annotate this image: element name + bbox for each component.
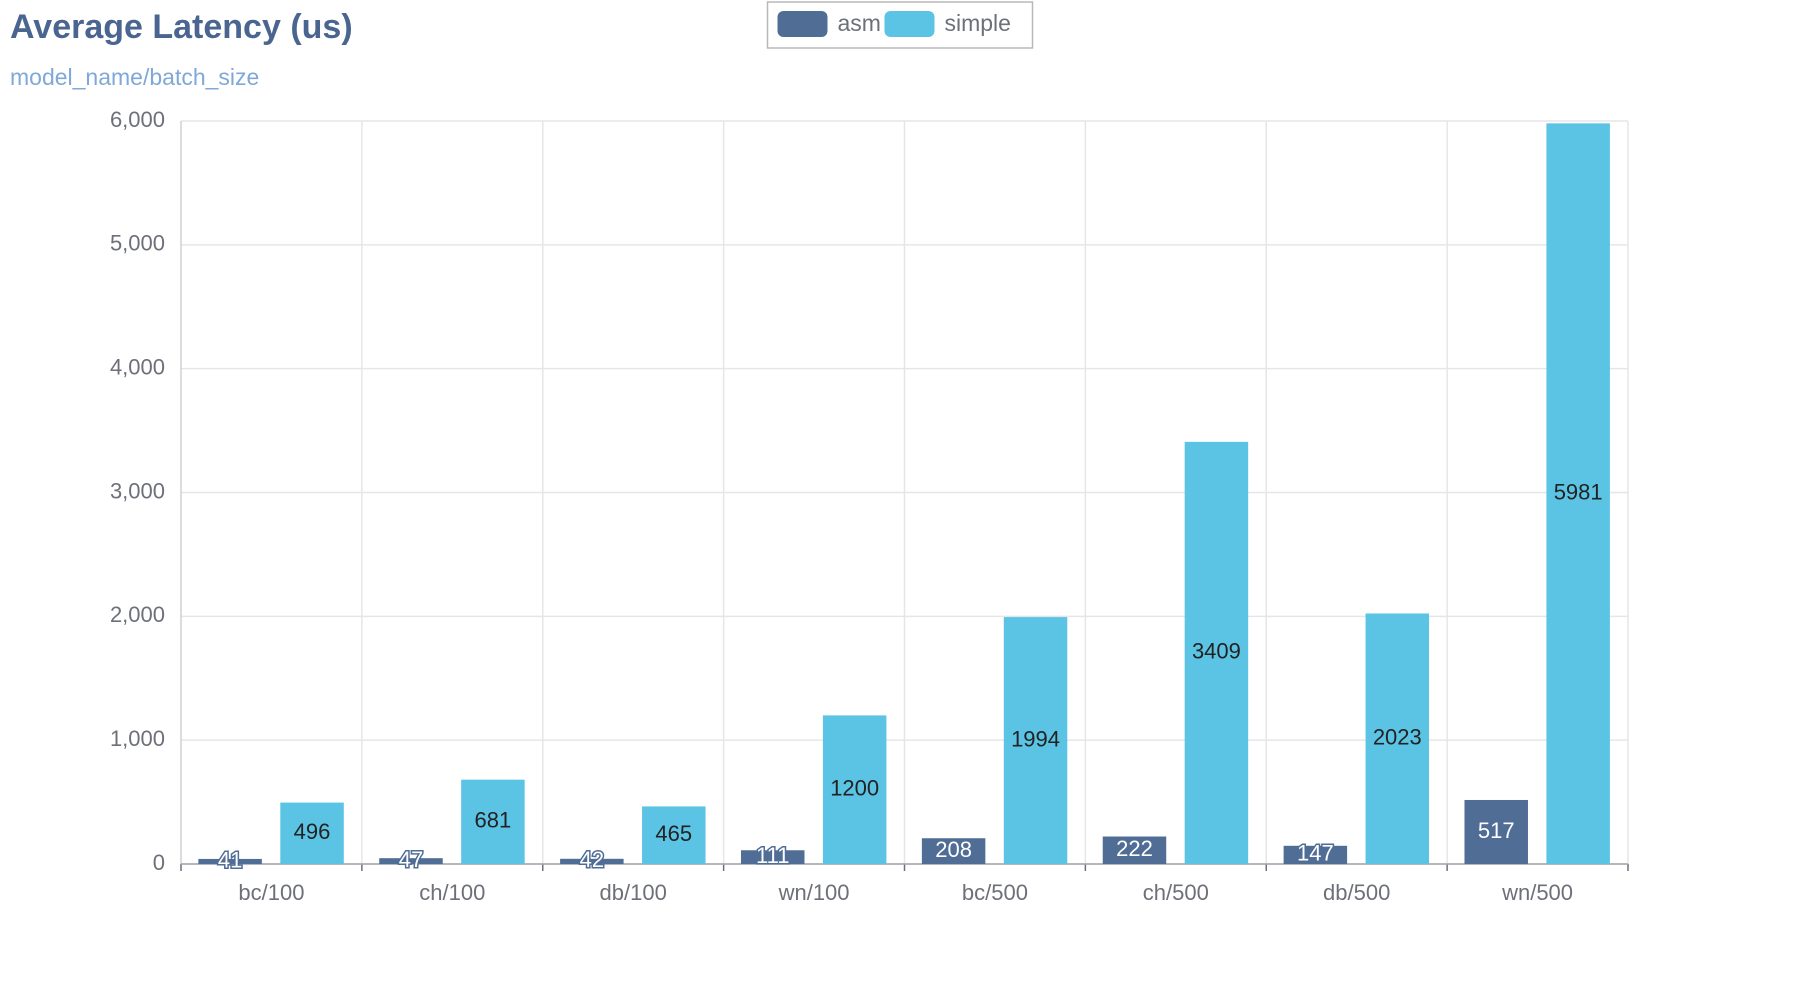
bar — [642, 806, 706, 864]
bar — [1546, 123, 1610, 864]
y-tick-label: 6,000 — [110, 107, 165, 132]
data-label: 222 — [1116, 836, 1153, 861]
data-label: 41 — [218, 847, 242, 872]
data-label: 2023 — [1373, 725, 1422, 750]
bar — [1464, 799, 1528, 864]
data-label: 681 — [475, 808, 512, 833]
x-tick-label: bc/500 — [962, 880, 1028, 905]
bar — [822, 715, 887, 864]
bar — [1365, 613, 1430, 864]
data-label: 47 — [399, 847, 423, 872]
data-label: 465 — [655, 821, 692, 846]
bar — [1003, 617, 1068, 864]
x-tick-label: db/100 — [600, 880, 667, 905]
data-label: 147 — [1297, 841, 1334, 866]
x-tick-label: ch/100 — [419, 880, 485, 905]
bar — [198, 858, 262, 864]
bar — [1184, 441, 1249, 864]
bar — [1102, 836, 1167, 864]
chart-title: Average Latency (us) — [10, 8, 353, 46]
bar — [280, 802, 344, 864]
bar — [740, 850, 805, 864]
bar — [379, 858, 443, 864]
bar — [461, 779, 525, 864]
legend-swatch[interactable] — [777, 11, 828, 37]
bar — [921, 838, 986, 864]
data-label: 517 — [1478, 818, 1515, 843]
data-label: 208 — [935, 837, 972, 862]
y-tick-label: 0 — [153, 850, 165, 875]
bar — [1283, 845, 1348, 864]
chart-subtitle: model_name/batch_size — [10, 64, 259, 90]
x-tick-label: db/500 — [1323, 880, 1390, 905]
y-tick-label: 4,000 — [110, 354, 165, 379]
y-tick-label: 2,000 — [110, 602, 165, 627]
data-label: 1994 — [1011, 726, 1060, 751]
legend-swatch[interactable] — [884, 11, 935, 37]
data-label: 496 — [294, 819, 331, 844]
y-tick-label: 1,000 — [110, 726, 165, 751]
data-label: 42 — [580, 847, 604, 872]
y-tick-label: 3,000 — [110, 478, 165, 503]
data-label: 1200 — [830, 776, 879, 801]
bar — [560, 858, 624, 864]
x-tick-label: bc/100 — [238, 880, 304, 905]
x-tick-label: wn/500 — [1501, 880, 1573, 905]
legend-label[interactable]: asm — [838, 10, 881, 36]
data-label: 3409 — [1192, 639, 1241, 664]
data-label: 111 — [756, 843, 789, 868]
x-tick-label: ch/500 — [1143, 880, 1209, 905]
data-label: 5981 — [1554, 479, 1603, 504]
legend-label[interactable]: simple — [945, 10, 1011, 36]
x-tick-label: wn/100 — [778, 880, 850, 905]
y-tick-label: 5,000 — [110, 231, 165, 256]
legend-box — [766, 1, 1034, 49]
